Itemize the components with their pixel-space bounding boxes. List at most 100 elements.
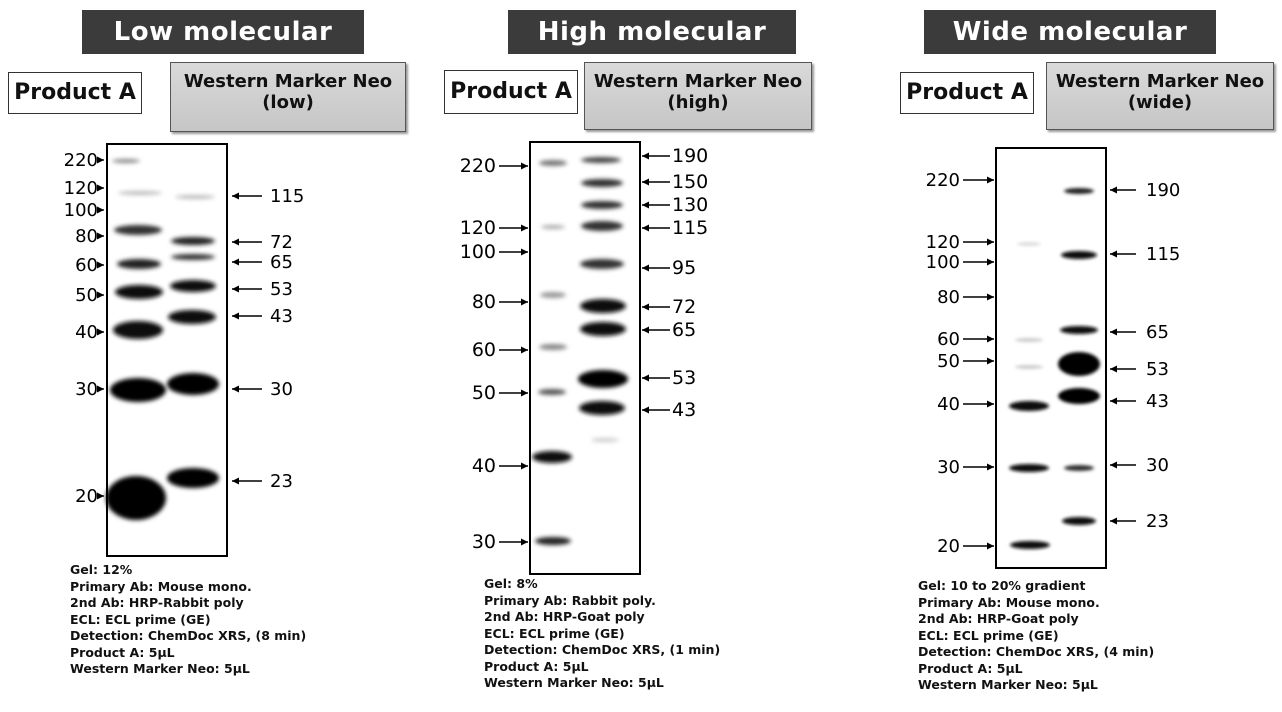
western-marker-name: Western Marker Neo xyxy=(593,71,803,92)
western-marker-range: (high) xyxy=(667,92,729,113)
ladder-arrow-head xyxy=(97,261,104,269)
ladder-arrow-head xyxy=(1110,250,1117,258)
ladder-label-right: 65 xyxy=(1146,322,1169,343)
band xyxy=(1064,188,1094,194)
band xyxy=(112,159,140,163)
band xyxy=(1015,365,1043,369)
ladder-arrow-head xyxy=(1110,328,1117,336)
experiment-conditions: Gel: 10 to 20% gradient Primary Ab: Mous… xyxy=(918,578,1154,694)
band xyxy=(170,280,216,292)
ladder-label-left: 100 xyxy=(926,252,960,273)
gel-blot-high: 220 120 100 80 60 50 40 30 190 150 130 115 95 72 65 53… xyxy=(430,0,850,712)
band xyxy=(171,254,215,260)
ladder-arrow-head xyxy=(987,293,994,301)
caption-line: Western Marker Neo: 5μL xyxy=(70,661,250,676)
ladder-arrow-head xyxy=(987,176,994,184)
ladder-arrow-head xyxy=(642,224,649,232)
ladder-arrow-head xyxy=(97,156,104,164)
ladder-arrow-head xyxy=(642,326,649,334)
ladder-label-left: 20 xyxy=(75,486,98,507)
ladder-label-left: 220 xyxy=(460,155,496,177)
band xyxy=(580,259,624,269)
band xyxy=(581,201,623,209)
ladder-label-right: 53 xyxy=(270,279,293,300)
band xyxy=(1017,242,1041,246)
ladder-label-left: 20 xyxy=(937,536,960,557)
ladder-label-right: 23 xyxy=(1146,511,1169,532)
ladder-label-left: 60 xyxy=(937,329,960,350)
caption-line: ECL: ECL prime (GE) xyxy=(484,625,625,641)
caption-line: ECL: ECL prime (GE) xyxy=(918,627,1059,643)
ladder-arrow-head xyxy=(1110,365,1117,373)
band xyxy=(1015,338,1043,342)
panel-title: Wide molecular range xyxy=(924,10,1216,91)
band xyxy=(110,378,166,402)
band xyxy=(538,389,566,395)
ladder-label-left: 80 xyxy=(75,226,98,247)
caption-line: Product A: 5μL xyxy=(70,644,175,660)
ladder-label-right: 43 xyxy=(1146,391,1169,412)
band xyxy=(118,191,162,195)
ladder-arrow-head xyxy=(521,389,528,397)
band xyxy=(1058,388,1100,404)
caption-line: Detection: ChemDoc XRS, (4 min) xyxy=(918,644,1155,659)
band xyxy=(115,285,163,299)
ladder-arrow-head xyxy=(1110,186,1117,194)
ladder-arrow-head xyxy=(97,291,104,299)
caption-line: Primary Ab: Rabbit poly. xyxy=(484,592,656,608)
ladder-label-left: 60 xyxy=(75,255,98,276)
ladder-label-left: 60 xyxy=(472,339,496,361)
ladder-label-right: 115 xyxy=(672,217,708,239)
band xyxy=(578,370,628,388)
band xyxy=(579,401,625,415)
ladder-label-right: 53 xyxy=(1146,359,1169,380)
ladder-arrow-head xyxy=(987,258,994,266)
band xyxy=(117,259,161,269)
panel-high-range: High molecular range Product A Western M… xyxy=(430,0,850,712)
ladder-label-left: 120 xyxy=(460,217,496,239)
ladder-label-right: 30 xyxy=(270,379,293,400)
ladder-label-left: 50 xyxy=(937,351,960,372)
caption-line: Primary Ab: Mouse mono. xyxy=(70,578,252,594)
ladder-arrow-head xyxy=(232,238,239,246)
experiment-conditions: Gel: 12% Primary Ab: Mouse mono. 2nd Ab:… xyxy=(70,562,306,678)
ladder-arrow-head xyxy=(642,374,649,382)
ladder-arrow-head xyxy=(232,312,239,320)
caption-line: Gel: 8% xyxy=(484,576,538,591)
lane-product-a xyxy=(532,160,572,545)
ladder-label-left: 40 xyxy=(937,394,960,415)
band xyxy=(168,310,216,324)
band xyxy=(175,195,215,199)
band xyxy=(113,321,163,339)
ladder-label-left: 220 xyxy=(64,150,98,171)
ladder-arrow-head xyxy=(521,346,528,354)
ladder-label-left: 100 xyxy=(64,200,98,221)
western-marker-name: Western Marker Neo xyxy=(183,71,393,92)
gel-frame xyxy=(529,141,641,575)
ladder-arrow-head xyxy=(521,462,528,470)
ladder-arrow-head xyxy=(521,298,528,306)
band xyxy=(167,468,219,488)
panel-low-range: Low molecular range Product A Western Ma… xyxy=(0,0,420,712)
ladder-arrow-head xyxy=(232,385,239,393)
ladder-arrow-head xyxy=(232,477,239,485)
ladder-arrow-head xyxy=(987,335,994,343)
band xyxy=(1062,517,1096,525)
western-marker-label: Western Marker Neo (high) xyxy=(584,62,812,130)
band xyxy=(535,537,571,545)
lane-marker xyxy=(167,195,219,488)
band xyxy=(1009,464,1049,472)
ladder-label-left: 30 xyxy=(937,457,960,478)
ladder-arrow-head xyxy=(232,192,239,200)
ladder-label-right: 65 xyxy=(672,319,696,341)
ladder-label-right: 115 xyxy=(270,186,304,207)
ladder-arrow-head xyxy=(521,162,528,170)
ladder-label-left: 40 xyxy=(472,455,496,477)
